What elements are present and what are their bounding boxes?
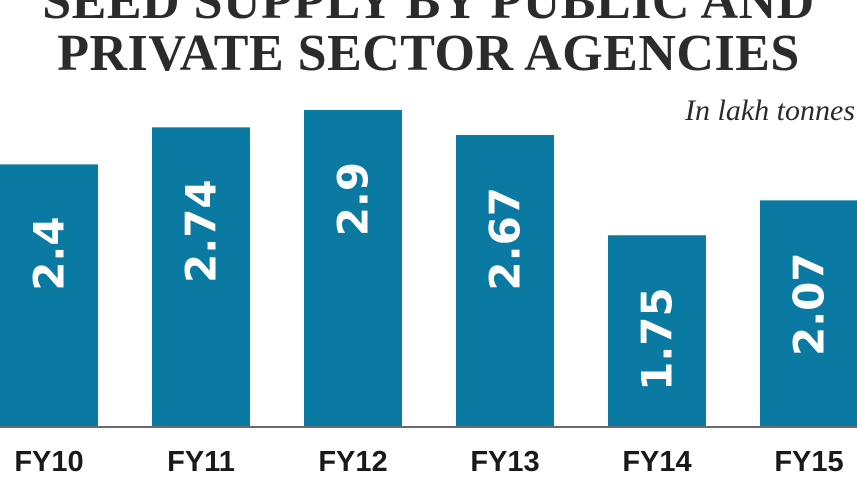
bar-fy11 <box>152 127 250 426</box>
bar-fy14 <box>608 235 706 426</box>
x-tick-label-fy12: FY12 <box>318 446 387 478</box>
chart-title-line-1: SEED SUPPLY BY PUBLIC AND <box>42 0 815 30</box>
x-tick-label-fy15: FY15 <box>774 446 843 478</box>
x-tick-label-fy11: FY11 <box>167 446 235 478</box>
chart-title-line-2: PRIVATE SECTOR AGENCIES <box>57 25 800 82</box>
bar-value-label-fy15: 2.07 <box>785 252 834 356</box>
bar-fy10 <box>0 164 98 426</box>
bar-value-label-fy12: 2.9 <box>329 162 378 236</box>
bar-fy13 <box>456 134 554 426</box>
bar-fy15 <box>760 200 857 426</box>
bar-value-label-fy10: 2.4 <box>25 216 74 290</box>
bar-value-label-fy11: 2.74 <box>177 179 226 283</box>
x-tick-label-fy10: FY10 <box>14 446 83 478</box>
x-tick-label-fy14: FY14 <box>622 446 691 478</box>
bar-value-label-fy14: 1.75 <box>633 287 682 391</box>
x-tick-label-fy13: FY13 <box>470 446 539 478</box>
bar-fy12 <box>304 109 402 427</box>
chart-title: SEED SUPPLY BY PUBLIC AND PRIVATE SECTOR… <box>0 0 857 80</box>
bar-value-label-fy13: 2.67 <box>481 187 530 291</box>
chart-unit-subtitle: In lakh tonnes <box>685 94 855 127</box>
